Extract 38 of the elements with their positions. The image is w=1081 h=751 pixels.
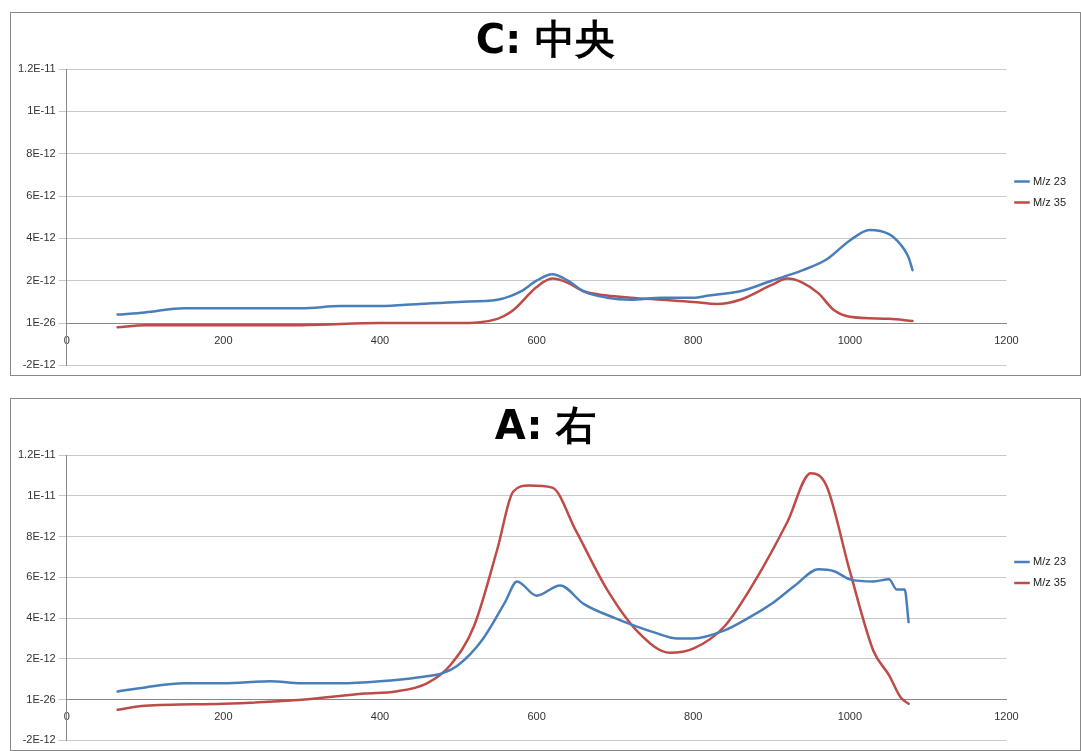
chart-title: C: 中央 — [475, 16, 616, 63]
y-tick-label: 6E-12 — [26, 570, 56, 583]
x-tick-label: 800 — [684, 333, 703, 346]
x-tick-label: 400 — [370, 710, 390, 723]
legend-label: M/z 23 — [1032, 555, 1066, 568]
y-tick-label: 4E-12 — [26, 231, 56, 244]
x-tick-label: 1200 — [994, 333, 1019, 346]
x-tick-label: 600 — [527, 333, 546, 346]
x-tick-label: 1000 — [837, 710, 863, 723]
x-tick-label: 600 — [527, 710, 546, 723]
line-series — [116, 228, 914, 316]
legend-label: M/z 23 — [1032, 174, 1066, 187]
x-tick-label: 1000 — [837, 333, 863, 346]
y-tick-label: -2E-12 — [22, 358, 56, 371]
y-tick-label: 2E-12 — [26, 273, 56, 286]
y-tick-label: 1E-26 — [26, 692, 56, 705]
x-tick-label: 400 — [370, 333, 390, 346]
y-tick-label: 1.2E-11 — [17, 448, 56, 461]
y-tick-label: 1E-11 — [27, 104, 56, 117]
y-tick-label: 2E-12 — [26, 651, 56, 664]
chart-title: A: 右 — [494, 402, 597, 449]
y-tick-label: 4E-12 — [26, 611, 56, 624]
legend-label: M/z 35 — [1032, 576, 1066, 589]
x-tick-label: 200 — [214, 710, 233, 723]
line-series — [116, 277, 914, 329]
line-series — [116, 567, 910, 693]
line-series — [116, 472, 910, 712]
x-tick-label: 200 — [214, 333, 233, 346]
y-tick-label: 1E-11 — [27, 488, 56, 501]
y-tick-label: 8E-12 — [26, 146, 56, 159]
y-tick-label: -2E-12 — [22, 733, 56, 746]
x-tick-label: 800 — [684, 710, 703, 723]
y-tick-label: 1E-26 — [26, 316, 56, 329]
y-tick-label: 6E-12 — [26, 189, 56, 202]
x-tick-label: 1200 — [994, 710, 1019, 723]
y-tick-label: 8E-12 — [26, 529, 56, 542]
legend-label: M/z 35 — [1032, 195, 1066, 208]
y-tick-label: 1.2E-11 — [17, 62, 56, 75]
